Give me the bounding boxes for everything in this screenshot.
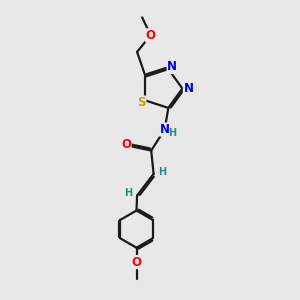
Text: N: N — [183, 82, 194, 95]
Text: N: N — [167, 61, 177, 74]
Text: H: H — [168, 128, 176, 138]
Text: S: S — [137, 96, 146, 109]
Text: O: O — [146, 29, 156, 42]
Text: N: N — [160, 123, 170, 136]
Text: H: H — [158, 167, 166, 176]
Text: O: O — [121, 138, 131, 151]
Text: O: O — [131, 256, 142, 268]
Text: H: H — [124, 188, 132, 198]
